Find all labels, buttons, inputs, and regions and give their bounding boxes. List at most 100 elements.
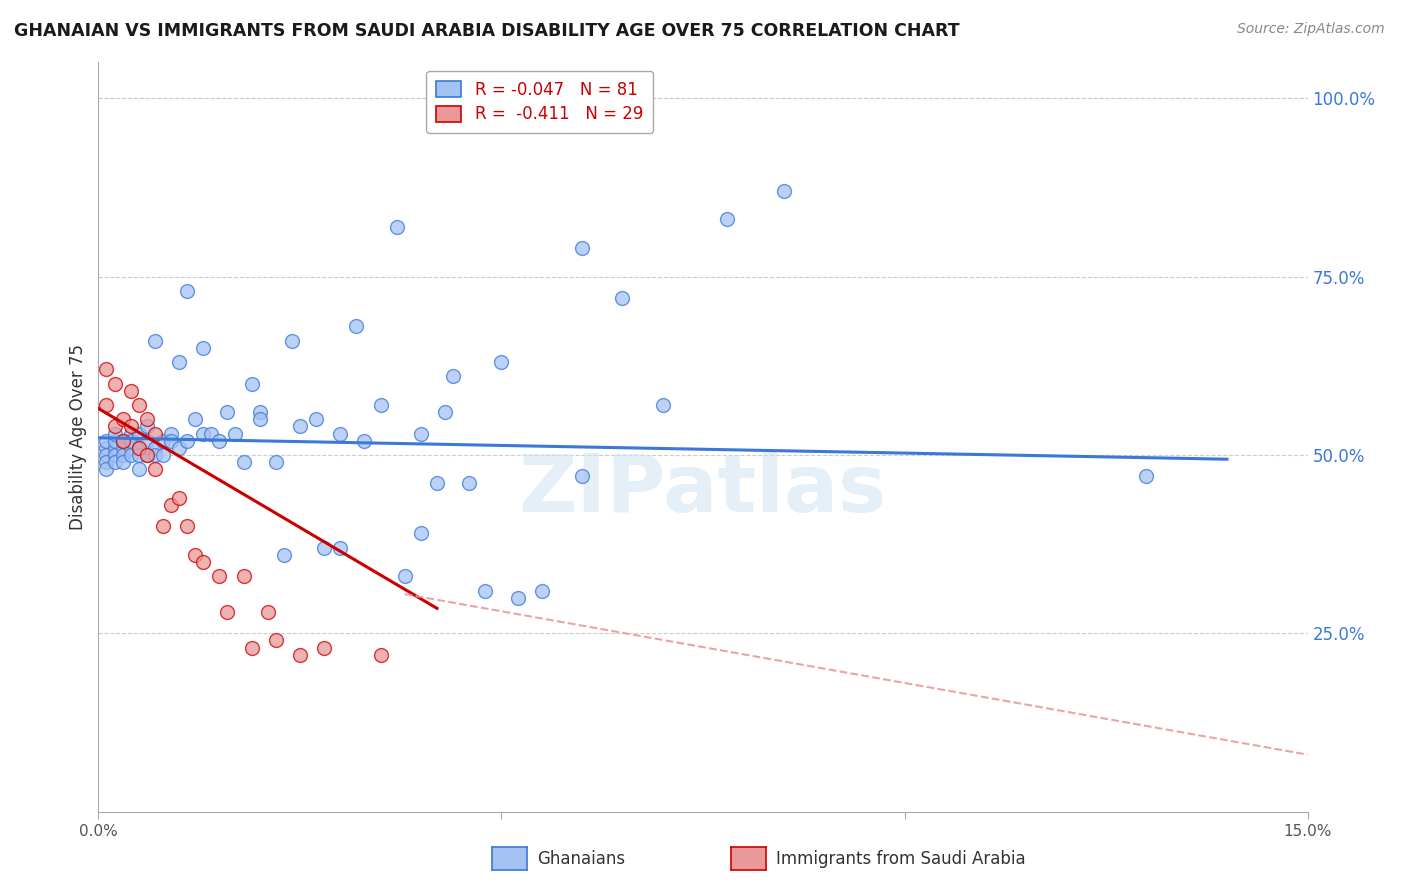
Point [128, 441, 150, 455]
Point [135, 448, 157, 462]
Point [176, 434, 198, 448]
Point [394, 569, 416, 583]
Point [160, 498, 183, 512]
Text: Source: ZipAtlas.com: Source: ZipAtlas.com [1237, 22, 1385, 37]
Point [103, 426, 125, 441]
Text: Ghanaians: Ghanaians [537, 850, 626, 868]
Point [571, 241, 593, 255]
Point [176, 284, 198, 298]
Point [314, 541, 336, 555]
Point [217, 405, 239, 419]
Point [281, 334, 304, 348]
Point [208, 569, 231, 583]
Point [458, 476, 481, 491]
Point [571, 469, 593, 483]
Point [772, 184, 794, 198]
Point [128, 426, 150, 441]
Point [143, 448, 166, 462]
Point [314, 640, 336, 655]
Point [128, 398, 150, 412]
Point [491, 355, 513, 369]
Point [128, 448, 150, 462]
Point [193, 426, 215, 441]
Point [264, 633, 287, 648]
Point [193, 341, 215, 355]
Point [103, 455, 125, 469]
Point [111, 455, 134, 469]
Point [441, 369, 464, 384]
Point [305, 412, 328, 426]
Point [111, 434, 134, 448]
Point [135, 419, 157, 434]
Point [240, 640, 263, 655]
Point [120, 419, 142, 434]
Point [200, 426, 222, 441]
Point [232, 455, 254, 469]
Point [103, 376, 125, 391]
Point [217, 605, 239, 619]
Point [135, 448, 157, 462]
Point [530, 583, 553, 598]
Point [288, 648, 311, 662]
Point [370, 648, 392, 662]
Text: ZIPatlas: ZIPatlas [519, 450, 887, 529]
Point [167, 441, 190, 455]
Point [96, 441, 118, 455]
Point [152, 448, 174, 462]
Point [103, 419, 125, 434]
Point [240, 376, 263, 391]
Point [96, 362, 118, 376]
Point [135, 434, 157, 448]
Point [506, 591, 529, 605]
Point [176, 519, 198, 533]
Point [426, 476, 449, 491]
Point [716, 212, 738, 227]
Point [264, 455, 287, 469]
Point [120, 384, 142, 398]
Point [120, 426, 142, 441]
Text: GHANAIAN VS IMMIGRANTS FROM SAUDI ARABIA DISABILITY AGE OVER 75 CORRELATION CHAR: GHANAIAN VS IMMIGRANTS FROM SAUDI ARABIA… [14, 22, 960, 40]
Point [103, 441, 125, 455]
Point [612, 291, 634, 305]
Point [143, 334, 166, 348]
Point [96, 434, 118, 448]
Point [385, 219, 408, 234]
Point [249, 405, 271, 419]
Point [474, 583, 496, 598]
Point [224, 426, 246, 441]
Point [434, 405, 457, 419]
Point [143, 426, 166, 441]
Point [160, 434, 183, 448]
Point [232, 569, 254, 583]
Point [152, 434, 174, 448]
Point [120, 434, 142, 448]
Point [103, 434, 125, 448]
Point [96, 455, 118, 469]
Point [152, 519, 174, 533]
Text: Immigrants from Saudi Arabia: Immigrants from Saudi Arabia [776, 850, 1026, 868]
Point [256, 605, 278, 619]
Point [193, 555, 215, 569]
Point [128, 462, 150, 476]
Point [143, 441, 166, 455]
Point [111, 434, 134, 448]
Point [370, 398, 392, 412]
Point [167, 355, 190, 369]
Point [135, 412, 157, 426]
Point [184, 412, 207, 426]
Point [128, 441, 150, 455]
Point [409, 526, 432, 541]
Legend: R = -0.047   N = 81, R =  -0.411   N = 29: R = -0.047 N = 81, R = -0.411 N = 29 [426, 70, 654, 134]
Point [167, 491, 190, 505]
Point [1135, 469, 1157, 483]
Point [344, 319, 367, 334]
Point [329, 541, 352, 555]
Point [120, 441, 142, 455]
Point [409, 426, 432, 441]
Point [288, 419, 311, 434]
Y-axis label: Disability Age Over 75: Disability Age Over 75 [69, 344, 87, 530]
Point [96, 398, 118, 412]
Point [651, 398, 673, 412]
Point [208, 434, 231, 448]
Point [103, 448, 125, 462]
